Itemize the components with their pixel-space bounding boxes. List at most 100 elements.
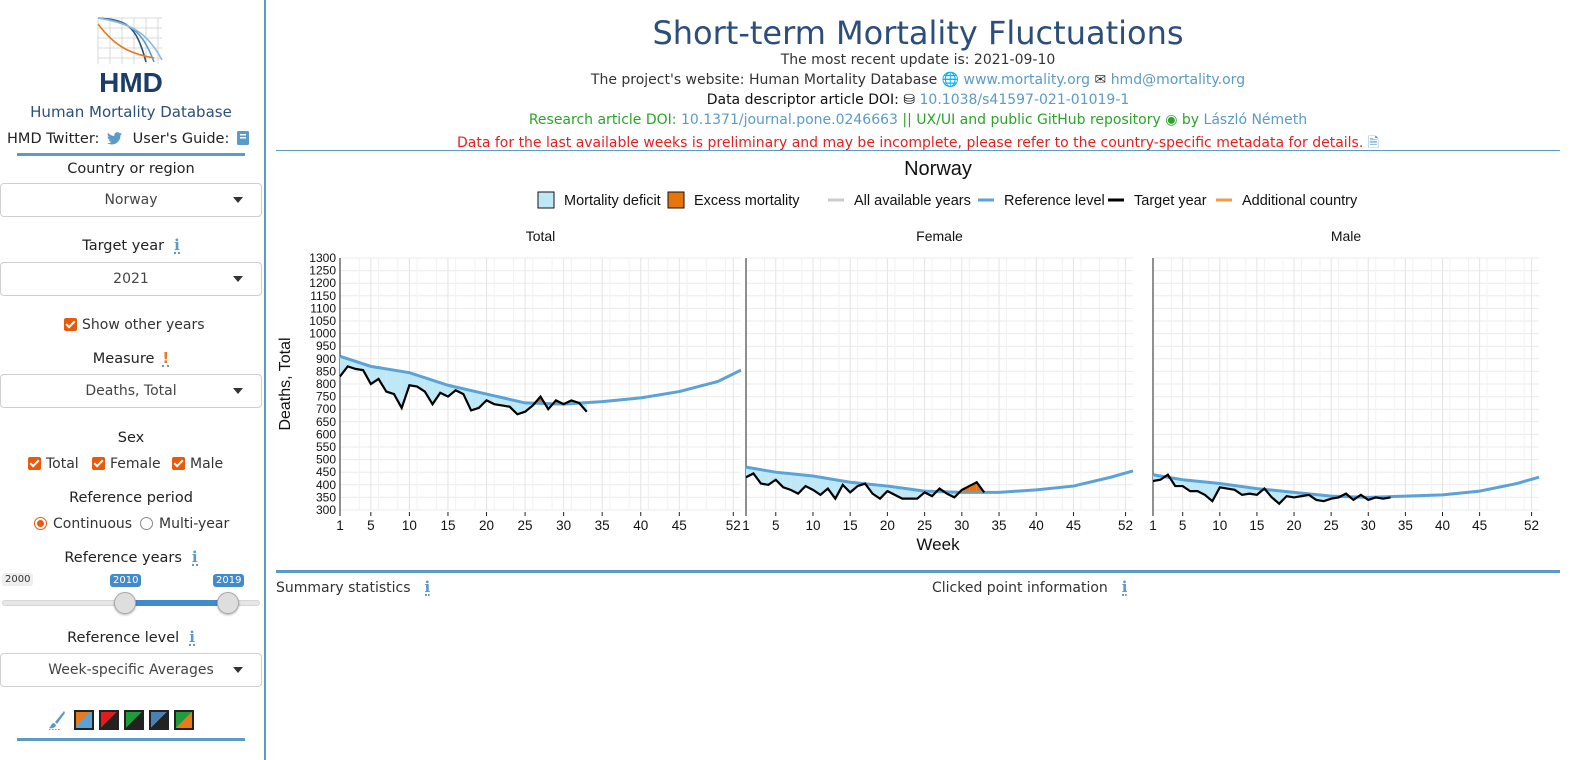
- slider-handle-from[interactable]: [114, 592, 136, 614]
- checkbox-checked-icon[interactable]: [92, 457, 105, 470]
- radio-continuous[interactable]: Continuous: [34, 516, 132, 532]
- deficit-area: [1190, 480, 1198, 492]
- sex-female-checkbox[interactable]: Female: [92, 456, 161, 472]
- x-tick-label-10: 10: [805, 518, 820, 533]
- envelope-icon: ✉: [1094, 72, 1107, 88]
- pdf-icon[interactable]: 🗎: [1367, 135, 1380, 151]
- y-tick-label-1050: 1050: [309, 314, 336, 328]
- slider-handle-to[interactable]: [217, 592, 239, 614]
- page-title: Short-term Mortality Fluctuations: [652, 14, 1184, 52]
- sex-male-checkbox[interactable]: Male: [172, 456, 223, 472]
- palette-swatch-2[interactable]: [99, 710, 120, 730]
- sidebar-bottom-divider: [17, 738, 245, 741]
- reference-level-select[interactable]: Week-specific Averages: [0, 653, 262, 687]
- info-icon[interactable]: i: [424, 578, 431, 596]
- clicked-point-label: Clicked point information i: [932, 578, 1128, 596]
- y-tick-label-850: 850: [316, 364, 336, 378]
- twitter-icon[interactable]: [107, 132, 123, 145]
- footer-divider: [276, 570, 1560, 573]
- slider-min-label: 2000: [2, 573, 34, 586]
- x-tick-label-10: 10: [402, 518, 417, 533]
- deficit-area: [471, 390, 479, 411]
- mortality-chart[interactable]: Norway Mortality deficit Excess mortality A…: [276, 150, 1560, 560]
- globe-icon: 🌐: [941, 72, 960, 88]
- y-tick-label-600: 600: [316, 427, 336, 441]
- y-tick-label-1200: 1200: [309, 276, 336, 290]
- legend-swatch-0: [537, 191, 555, 209]
- legend-label-4: Target year: [1134, 193, 1207, 209]
- info-icon[interactable]: i: [191, 548, 198, 566]
- info-icon[interactable]: i: [189, 628, 195, 646]
- checkbox-checked-icon[interactable]: [64, 318, 77, 331]
- checkbox-checked-icon[interactable]: [28, 457, 41, 470]
- descriptor-doi-link[interactable]: 10.1038/s41597-021-01019-1: [919, 92, 1130, 108]
- target-line-female: [745, 472, 986, 501]
- author-link[interactable]: László Németh: [1203, 112, 1308, 128]
- palette-swatch-4[interactable]: [149, 710, 170, 730]
- excess-area: [969, 482, 977, 493]
- radio-multiyear-text: Multi-year: [159, 516, 230, 532]
- legend-label-2: All available years: [854, 193, 971, 209]
- deficit-area: [760, 469, 769, 485]
- x-tick-label-15: 15: [1249, 518, 1264, 533]
- y-tick-label-450: 450: [316, 465, 336, 479]
- x-axis-label: Week: [916, 535, 960, 554]
- deficit-area: [768, 470, 776, 485]
- target-line-male: [1152, 473, 1391, 506]
- chevron-down-icon: [233, 276, 243, 282]
- x-tick-label-20: 20: [479, 518, 494, 533]
- y-tick-label-800: 800: [316, 377, 336, 391]
- measure-label: Measure!: [0, 351, 262, 367]
- y-tick-label-1300: 1300: [309, 251, 336, 265]
- guide-label: User's Guide:: [132, 131, 230, 147]
- palette-swatch-5[interactable]: [174, 710, 195, 730]
- reference-level-value: Week-specific Averages: [48, 662, 214, 678]
- show-other-years-checkbox[interactable]: Show other years: [64, 317, 205, 333]
- paintbrush-icon: [49, 711, 65, 730]
- summary-text: Summary statistics: [276, 580, 411, 596]
- checkbox-checked-icon[interactable]: [172, 457, 185, 470]
- research-prefix: Research article DOI:: [528, 112, 677, 128]
- info-icon[interactable]: i: [1121, 578, 1128, 596]
- deficit-area: [517, 401, 526, 415]
- x-tick-label-1: 1: [336, 518, 344, 533]
- website-link[interactable]: www.mortality.org: [963, 72, 1091, 88]
- chevron-down-icon: [233, 197, 243, 203]
- reference-years-slider-range[interactable]: [124, 600, 227, 606]
- y-tick-label-1100: 1100: [310, 301, 336, 315]
- research-doi-link[interactable]: 10.1371/journal.pone.0246663: [680, 112, 898, 128]
- y-tick-label-1000: 1000: [309, 327, 336, 341]
- sex-female-text: Female: [110, 456, 161, 472]
- show-other-years-text: Show other years: [82, 317, 205, 333]
- x-tick-label-52: 52: [1524, 518, 1539, 533]
- warning-icon[interactable]: !: [162, 349, 170, 367]
- y-tick-label-1250: 1250: [309, 264, 336, 278]
- deficit-area: [509, 399, 518, 415]
- x-tick-label-10: 10: [1212, 518, 1227, 533]
- info-icon[interactable]: i: [174, 236, 180, 254]
- x-tick-label-35: 35: [595, 518, 610, 533]
- sex-label: Sex: [117, 430, 145, 446]
- radio-selected-icon[interactable]: [34, 517, 47, 530]
- sex-total-checkbox[interactable]: Total: [28, 456, 79, 472]
- radio-multiyear[interactable]: Multi-year: [140, 516, 229, 532]
- y-tick-label-500: 500: [316, 453, 336, 467]
- slider-to-label: 2019: [213, 574, 245, 587]
- reference-years-text: Reference years: [64, 550, 182, 566]
- deficit-area: [378, 367, 387, 392]
- deficit-area: [872, 484, 880, 499]
- palette-swatch-1[interactable]: [74, 710, 95, 730]
- country-select[interactable]: Norway: [0, 183, 262, 217]
- x-tick-label-25: 25: [917, 518, 932, 533]
- hmd-logo: HMD: [97, 17, 163, 96]
- measure-select[interactable]: Deaths, Total: [0, 374, 262, 408]
- descriptor-prefix: Data descriptor article DOI:: [706, 92, 899, 108]
- palette-swatch-3[interactable]: [124, 710, 145, 730]
- radio-unselected-icon[interactable]: [140, 517, 153, 530]
- email-link[interactable]: hmd@mortality.org: [1110, 72, 1246, 88]
- book-icon[interactable]: [236, 131, 249, 145]
- x-tick-label-20: 20: [880, 518, 895, 533]
- y-tick-label-750: 750: [316, 390, 336, 404]
- target-year-select[interactable]: 2021: [0, 262, 262, 296]
- github-icon[interactable]: ◉: [1165, 112, 1178, 128]
